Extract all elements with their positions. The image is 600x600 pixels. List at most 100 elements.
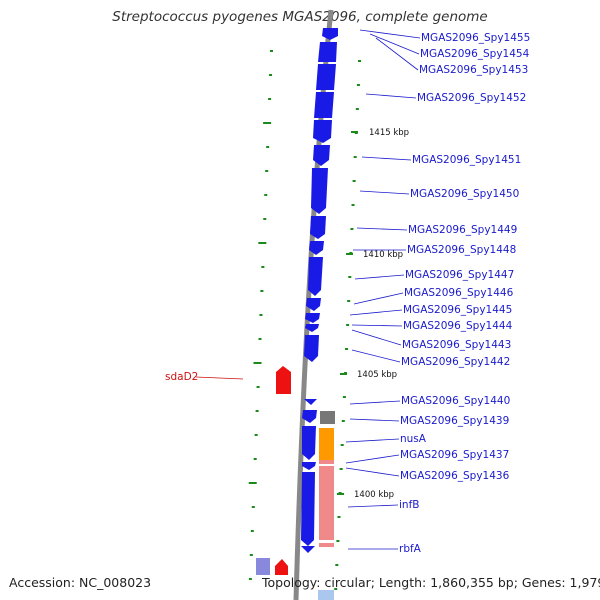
map-title: Streptococcus pyogenes MGAS2096, complet…	[112, 9, 488, 25]
tick-mark	[336, 540, 340, 542]
cds-spy1449[interactable]	[310, 216, 326, 239]
tick-mark	[334, 588, 338, 590]
cds-spy1455[interactable]	[322, 28, 338, 40]
leader-line	[375, 37, 419, 71]
leader-line	[349, 418, 400, 422]
cds-spy1451-b[interactable]	[313, 145, 330, 166]
gene-label-spy1436[interactable]: MGAS2096_Spy1436	[400, 470, 510, 482]
feature-orange[interactable]	[319, 428, 334, 460]
gene-label-spy1450[interactable]: MGAS2096_Spy1450	[410, 188, 519, 200]
tick-mark	[256, 386, 260, 388]
gene-label-nusA[interactable]: nusA	[400, 433, 427, 445]
feature-pink[interactable]	[319, 466, 334, 540]
cds-spy1453[interactable]	[316, 64, 336, 90]
cds-spy1447[interactable]	[308, 257, 323, 296]
gene-label-spy1447[interactable]: MGAS2096_Spy1447	[405, 269, 514, 281]
cds-rbfA[interactable]	[301, 546, 315, 553]
cds-spy1440[interactable]	[304, 399, 317, 405]
tick-mark	[352, 180, 356, 182]
tick-mark	[254, 434, 258, 436]
cds-spy1446[interactable]	[306, 298, 321, 311]
tick-mark	[255, 410, 259, 412]
cds-spy1448[interactable]	[309, 241, 324, 255]
feature-light-blue-bottom[interactable]	[318, 590, 334, 600]
kbp-marker-1405: 1405 kbp	[357, 370, 397, 380]
cds-spy1445[interactable]	[305, 313, 320, 323]
cds-bottom-red[interactable]	[275, 559, 288, 575]
leader-line	[347, 504, 399, 508]
tick-mark	[251, 506, 255, 508]
leader-line	[359, 29, 421, 39]
feature-pink-bottom[interactable]	[319, 543, 334, 547]
tick-mark	[263, 218, 267, 220]
cds-spy1436[interactable]	[301, 472, 315, 546]
gene-label-spy1448[interactable]: MGAS2096_Spy1448	[407, 244, 516, 256]
leader-line	[359, 190, 410, 195]
tick-mark	[356, 84, 360, 86]
leader-line	[353, 292, 404, 305]
tick-mark	[250, 530, 254, 532]
feature-lavender[interactable]	[256, 558, 270, 575]
cds-spy1437[interactable]	[302, 462, 316, 470]
tick-mark	[248, 482, 257, 484]
gene-label-spy1443[interactable]: MGAS2096_Spy1443	[402, 339, 511, 351]
gene-label-spy1454[interactable]: MGAS2096_Spy1454	[420, 48, 530, 60]
gene-label-spy1445[interactable]: MGAS2096_Spy1445	[403, 304, 512, 316]
gene-label-spy1452[interactable]: MGAS2096_Spy1452	[417, 92, 526, 104]
tick-mark	[358, 60, 361, 62]
leader-line	[365, 93, 417, 99]
forward-cds-track	[301, 28, 338, 553]
cds-spy1444[interactable]	[305, 324, 319, 332]
cds-spy1450[interactable]	[311, 168, 328, 214]
tick-mark	[266, 146, 270, 148]
gene-label-rbfA[interactable]: rbfA	[399, 543, 422, 555]
leader-line	[369, 33, 420, 55]
cds-nusA[interactable]	[302, 426, 316, 460]
gene-label-spy1440[interactable]: MGAS2096_Spy1440	[401, 395, 510, 407]
cds-spy1452[interactable]	[314, 92, 334, 118]
leader-sdaD2	[195, 376, 244, 380]
gene-label-spy1451[interactable]: MGAS2096_Spy1451	[412, 154, 521, 166]
tick-mark	[258, 338, 262, 340]
tick-mark	[341, 420, 345, 422]
leader-line	[345, 454, 400, 464]
cds-spy1439[interactable]	[302, 410, 317, 423]
gene-label-sdaD2[interactable]: sdaD2	[165, 371, 198, 383]
gene-labels-right: MGAS2096_Spy1455 MGAS2096_Spy1454 MGAS20…	[399, 32, 530, 555]
gene-label-spy1453[interactable]: MGAS2096_Spy1453	[419, 64, 528, 76]
cds-spy1451-a[interactable]	[313, 120, 332, 143]
leader-line	[356, 227, 408, 231]
tick-mark	[340, 444, 344, 446]
tick-mark	[346, 324, 350, 326]
tick-mark	[353, 156, 357, 158]
leader-line	[351, 329, 402, 346]
tick-mark	[259, 314, 263, 316]
cds-sdaD2[interactable]	[276, 366, 291, 394]
tick-mark	[350, 228, 354, 230]
cds-spy1454[interactable]	[318, 42, 337, 62]
gene-label-spy1439[interactable]: MGAS2096_Spy1439	[400, 415, 509, 427]
gene-label-spy1446[interactable]: MGAS2096_Spy1446	[404, 287, 514, 299]
accession-text: Accession: NC_008023	[9, 575, 152, 590]
feature-gray[interactable]	[320, 411, 335, 424]
tick-mark	[265, 170, 269, 172]
feature-pink-top[interactable]	[319, 460, 334, 464]
gene-label-infB[interactable]: infB	[399, 499, 419, 511]
tick-mark	[355, 108, 359, 110]
kbp-tick-1400	[337, 493, 344, 495]
leader-line	[361, 156, 412, 161]
tick-mark	[258, 242, 267, 244]
tick-mark	[264, 194, 268, 196]
tick-mark	[260, 290, 264, 292]
leader-line	[351, 349, 401, 363]
gene-label-spy1449[interactable]: MGAS2096_Spy1449	[408, 224, 517, 236]
leader-line	[345, 467, 400, 477]
tick-mark	[253, 458, 257, 460]
cds-spy1443[interactable]	[304, 335, 319, 362]
gene-label-spy1437[interactable]: MGAS2096_Spy1437	[400, 449, 509, 461]
gene-label-spy1442[interactable]: MGAS2096_Spy1442	[401, 356, 510, 368]
gene-label-spy1455[interactable]: MGAS2096_Spy1455	[421, 32, 530, 44]
gene-label-spy1444[interactable]: MGAS2096_Spy1444	[403, 320, 513, 332]
